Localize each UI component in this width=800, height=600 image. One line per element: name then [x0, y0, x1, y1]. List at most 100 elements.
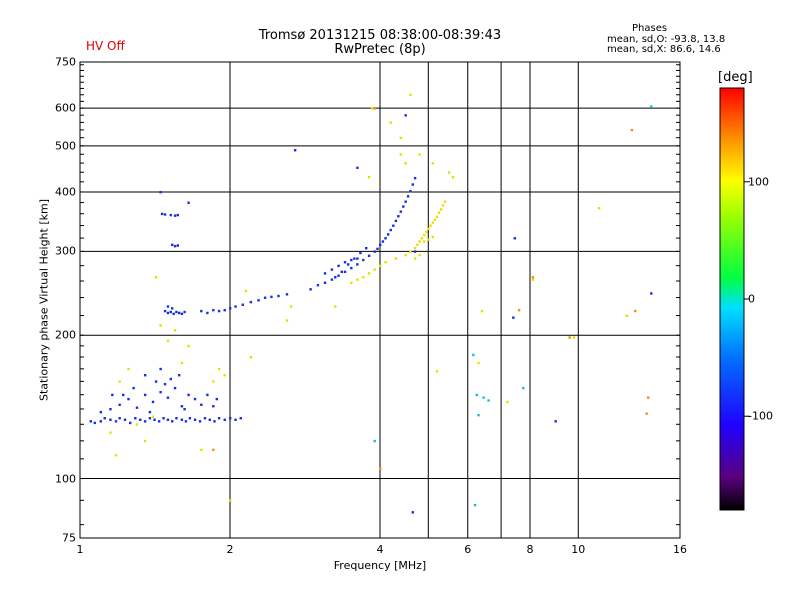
- data-point: [392, 224, 395, 227]
- data-point: [411, 511, 414, 514]
- data-point: [127, 367, 130, 371]
- data-point: [122, 393, 125, 397]
- data-point: [399, 136, 403, 140]
- data-point: [257, 299, 260, 302]
- x-tick-label: 6: [464, 543, 472, 556]
- data-point: [157, 420, 161, 423]
- data-point: [402, 205, 405, 208]
- data-point: [153, 418, 156, 421]
- data-point: [241, 303, 245, 306]
- data-point: [223, 374, 226, 377]
- data-point: [411, 183, 414, 186]
- data-point: [166, 305, 170, 308]
- data-point: [394, 257, 398, 260]
- data-point: [337, 264, 340, 268]
- data-point: [404, 200, 407, 203]
- data-point: [114, 420, 118, 423]
- data-point: [166, 311, 170, 315]
- data-point: [373, 439, 376, 443]
- data-point: [163, 382, 167, 386]
- data-point: [477, 413, 480, 417]
- data-point: [404, 253, 407, 257]
- data-point: [399, 153, 403, 156]
- data-point: [373, 107, 376, 110]
- data-point: [143, 420, 147, 423]
- data-point: [154, 380, 158, 383]
- data-point: [343, 270, 347, 274]
- data-point: [346, 263, 350, 266]
- data-point: [386, 233, 390, 236]
- data-point: [413, 247, 417, 250]
- hv-status: HV Off: [86, 39, 125, 53]
- data-point: [166, 339, 170, 342]
- data-point: [413, 257, 417, 260]
- data-point: [200, 309, 203, 313]
- data-point: [229, 417, 232, 420]
- data-point: [422, 233, 426, 237]
- data-point: [340, 270, 344, 274]
- data-point: [330, 268, 334, 271]
- y-tick-label: 100: [55, 472, 76, 486]
- data-point: [394, 219, 398, 223]
- data-point: [513, 237, 516, 240]
- data-point: [200, 403, 203, 406]
- data-point: [193, 418, 197, 421]
- data-point: [413, 176, 417, 180]
- data-point: [441, 204, 445, 207]
- data-point: [212, 308, 215, 312]
- data-point: [289, 305, 293, 308]
- data-point: [431, 235, 434, 239]
- data-point: [176, 244, 180, 247]
- data-point: [111, 393, 114, 397]
- data-point: [217, 367, 221, 371]
- data-point: [206, 393, 209, 397]
- data-point: [217, 309, 221, 313]
- data-point: [365, 247, 368, 250]
- data-point: [180, 361, 184, 365]
- data-point: [517, 308, 521, 312]
- x-tick-label: 10: [571, 543, 586, 556]
- data-point: [356, 257, 359, 260]
- data-point: [173, 214, 177, 217]
- data-point: [127, 397, 130, 401]
- data-point: [359, 251, 362, 255]
- phase-o-stats: mean, sd,O: -93.8, 13.8: [607, 34, 726, 45]
- data-point: [166, 418, 170, 421]
- x-tick-label: 2: [226, 543, 234, 556]
- data-point: [443, 200, 447, 203]
- data-point: [334, 276, 337, 279]
- data-point: [109, 418, 112, 421]
- data-point: [418, 153, 421, 156]
- colorbar-tick-label: -100: [748, 409, 773, 423]
- y-tick-label: 400: [55, 185, 76, 199]
- data-point: [293, 148, 297, 152]
- data-point: [177, 374, 181, 377]
- data-point: [99, 410, 103, 414]
- data-point: [129, 421, 132, 425]
- data-point: [223, 308, 226, 312]
- data-point: [350, 258, 353, 262]
- data-point: [650, 105, 653, 108]
- data-point: [229, 499, 232, 502]
- data-points: [89, 93, 653, 514]
- data-point: [160, 212, 164, 216]
- data-point: [350, 281, 353, 284]
- data-point: [316, 284, 320, 287]
- data-point: [379, 467, 382, 470]
- y-tick-label: 500: [55, 139, 76, 153]
- data-point: [646, 396, 650, 399]
- data-point: [323, 281, 327, 284]
- data-point: [223, 418, 226, 421]
- data-point: [154, 276, 158, 279]
- data-point: [531, 278, 535, 281]
- data-point: [249, 356, 253, 359]
- data-point: [531, 276, 535, 279]
- data-point: [229, 307, 232, 310]
- y-tick-label: 600: [55, 101, 76, 115]
- data-point: [200, 448, 203, 452]
- data-point: [427, 238, 430, 241]
- data-point: [277, 294, 280, 298]
- data-point: [135, 423, 139, 426]
- data-point: [447, 171, 451, 174]
